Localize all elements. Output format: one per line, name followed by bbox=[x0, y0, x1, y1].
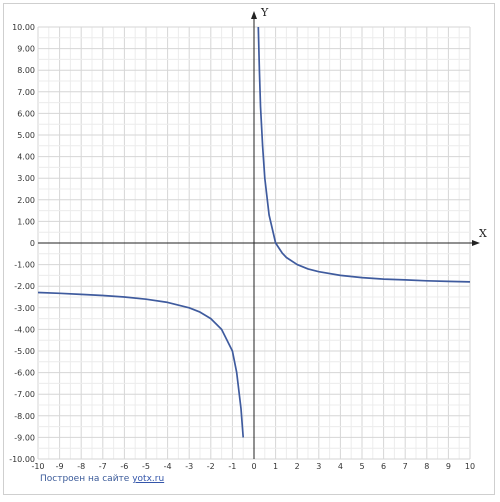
x-tick-labels: -10 -9 -8 -7 -6 -5 -4 -3 -2 -1 0 1 2 3 4 5 6 7 8 9 10 bbox=[31, 462, 475, 471]
x-tick-label: 1 bbox=[273, 462, 278, 471]
y-tick-label: 6.00 bbox=[17, 109, 35, 118]
y-axis-label: Y bbox=[260, 6, 269, 19]
x-tick-label: -10 bbox=[31, 462, 44, 471]
x-tick-label: 6 bbox=[381, 462, 386, 471]
x-tick-label: 9 bbox=[446, 462, 451, 471]
y-tick-label: -10.00 bbox=[9, 455, 35, 464]
x-tick-label: 5 bbox=[359, 462, 364, 471]
y-tick-label: -7.00 bbox=[14, 390, 35, 399]
curve-branch bbox=[37, 291, 245, 438]
x-tick-label: 2 bbox=[295, 462, 300, 471]
y-tick-label: -8.00 bbox=[14, 412, 35, 421]
y-tick-label: 1.00 bbox=[17, 217, 35, 226]
y-axis-arrow bbox=[251, 11, 257, 19]
x-tick-label: 8 bbox=[424, 462, 429, 471]
x-tick-label: -6 bbox=[120, 462, 128, 471]
x-tick-label: 4 bbox=[338, 462, 343, 471]
x-axis-arrow bbox=[472, 240, 480, 246]
y-tick-label: -2.00 bbox=[14, 282, 35, 291]
y-tick-label: 9.00 bbox=[17, 45, 35, 54]
x-tick-label: -4 bbox=[164, 462, 172, 471]
y-tick-label: -4.00 bbox=[14, 325, 35, 334]
curve-branch bbox=[257, 26, 471, 283]
x-tick-label: 7 bbox=[403, 462, 408, 471]
y-tick-label: 10.00 bbox=[12, 23, 35, 32]
y-tick-label: -3.00 bbox=[14, 304, 35, 313]
axes bbox=[38, 11, 480, 459]
x-tick-label: -8 bbox=[77, 462, 85, 471]
y-tick-label: 8.00 bbox=[17, 66, 35, 75]
y-tick-label: 4.00 bbox=[17, 153, 35, 162]
y-tick-label: 0 bbox=[30, 239, 35, 248]
y-tick-label: -6.00 bbox=[14, 369, 35, 378]
y-tick-label: -1.00 bbox=[14, 261, 35, 270]
x-tick-label: 10 bbox=[465, 462, 475, 471]
credit-link[interactable]: yotx.ru bbox=[132, 474, 165, 484]
x-tick-label: -3 bbox=[185, 462, 193, 471]
chart-frame bbox=[3, 3, 495, 495]
y-tick-label: -9.00 bbox=[14, 433, 35, 442]
x-tick-label: -1 bbox=[228, 462, 236, 471]
x-tick-label: -5 bbox=[142, 462, 150, 471]
x-axis-label: X bbox=[479, 227, 487, 240]
y-tick-label: 2.00 bbox=[17, 196, 35, 205]
x-tick-label: 0 bbox=[251, 462, 256, 471]
credit-line: Построен на сайте yotx.ru bbox=[40, 474, 164, 484]
x-tick-label: -2 bbox=[207, 462, 215, 471]
x-tick-label: -9 bbox=[56, 462, 64, 471]
y-tick-labels: 10.00 9.00 8.00 7.00 6.00 5.00 4.00 3.00 2.00 1.0… bbox=[9, 23, 35, 464]
x-tick-label: -7 bbox=[99, 462, 107, 471]
x-tick-label: 3 bbox=[316, 462, 321, 471]
y-tick-label: 3.00 bbox=[17, 174, 35, 183]
y-tick-label: 7.00 bbox=[17, 88, 35, 97]
curve-series bbox=[37, 26, 471, 438]
y-tick-label: 5.00 bbox=[17, 131, 35, 140]
y-tick-label: -5.00 bbox=[14, 347, 35, 356]
credit-text: Построен на сайте bbox=[40, 474, 130, 484]
